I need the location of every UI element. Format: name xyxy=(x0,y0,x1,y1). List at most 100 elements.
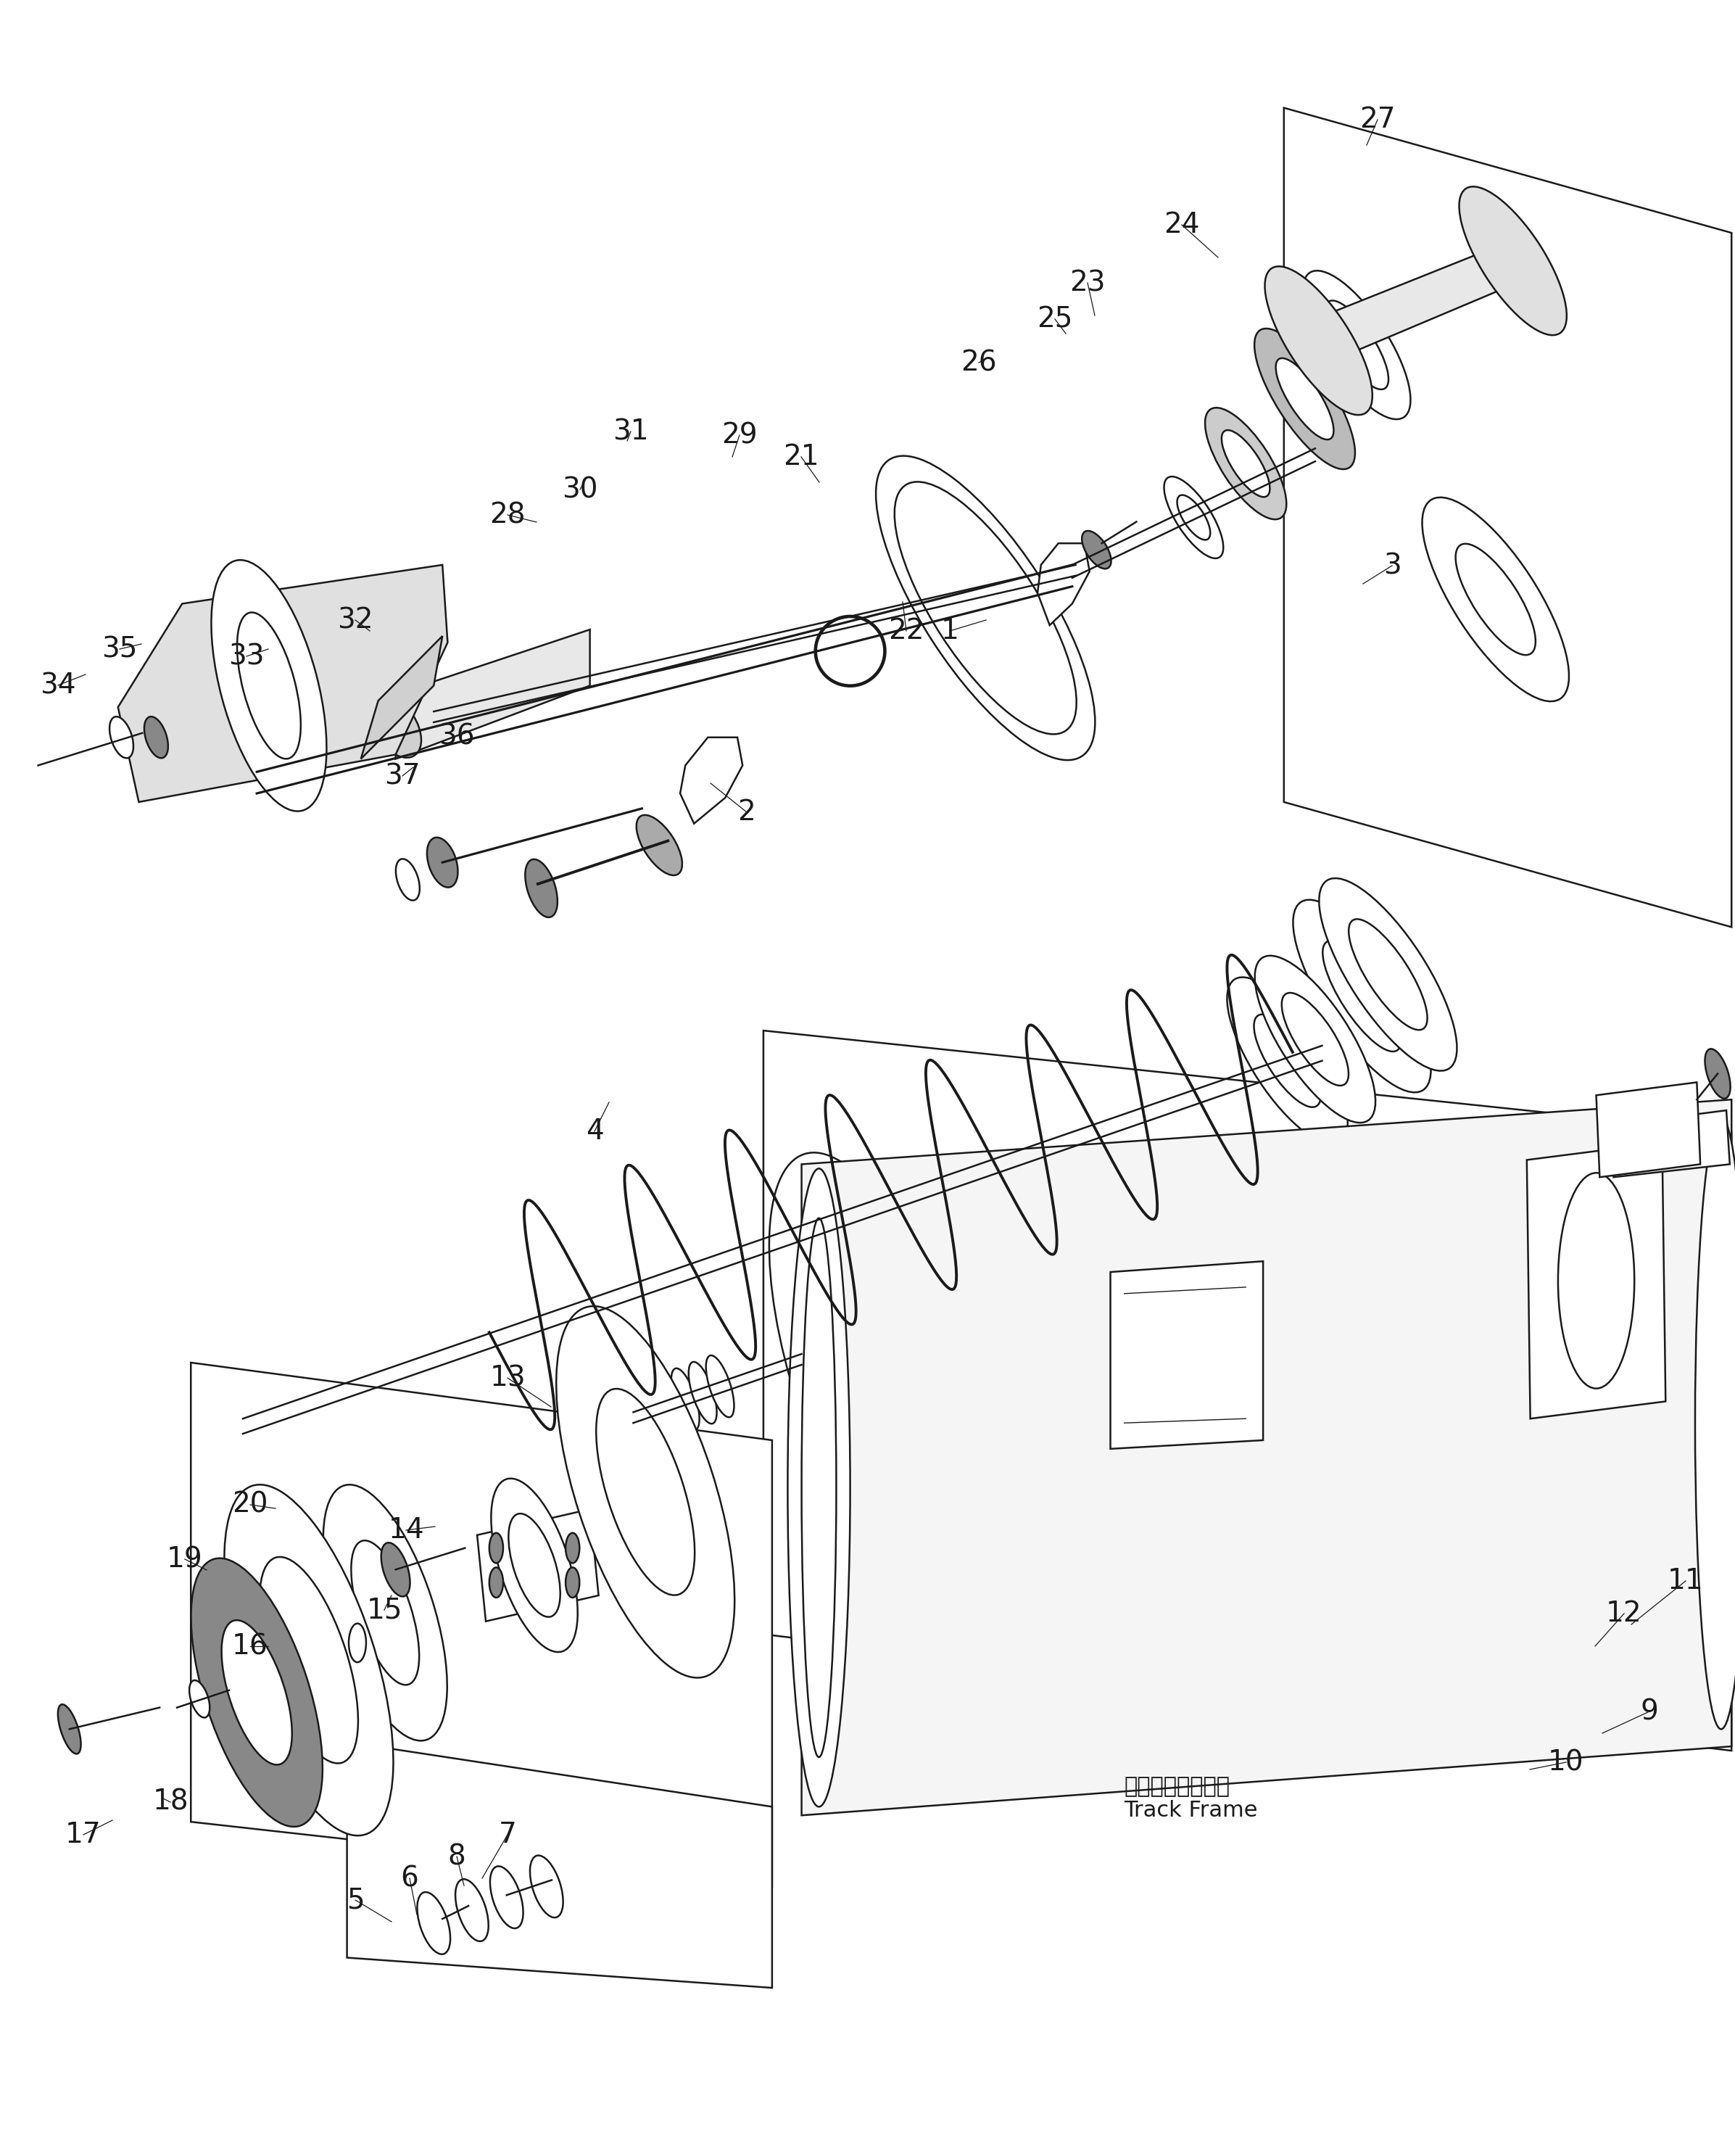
Ellipse shape xyxy=(788,1169,850,1807)
Text: 29: 29 xyxy=(722,420,758,448)
Ellipse shape xyxy=(189,1680,210,1718)
Ellipse shape xyxy=(689,1363,717,1423)
Ellipse shape xyxy=(802,1218,836,1757)
Ellipse shape xyxy=(323,1485,448,1740)
Ellipse shape xyxy=(1303,272,1411,418)
Ellipse shape xyxy=(597,1388,694,1595)
Ellipse shape xyxy=(489,1533,503,1563)
Ellipse shape xyxy=(1558,1173,1634,1388)
Text: 37: 37 xyxy=(385,763,420,789)
Text: 36: 36 xyxy=(439,722,475,750)
Ellipse shape xyxy=(1326,300,1388,390)
Ellipse shape xyxy=(1423,498,1568,701)
Text: 4: 4 xyxy=(585,1117,604,1145)
Ellipse shape xyxy=(109,716,134,759)
Ellipse shape xyxy=(637,1382,665,1442)
Ellipse shape xyxy=(1083,530,1110,569)
Ellipse shape xyxy=(224,1485,394,1835)
Ellipse shape xyxy=(769,1153,984,1598)
Polygon shape xyxy=(1038,543,1090,625)
Ellipse shape xyxy=(260,1557,357,1764)
Text: 19: 19 xyxy=(167,1546,203,1574)
Ellipse shape xyxy=(57,1705,82,1753)
Text: 34: 34 xyxy=(40,671,76,699)
Text: 11: 11 xyxy=(1667,1567,1704,1595)
Ellipse shape xyxy=(895,481,1076,735)
Polygon shape xyxy=(361,636,442,759)
Ellipse shape xyxy=(925,524,1046,692)
Polygon shape xyxy=(1527,1143,1666,1419)
Ellipse shape xyxy=(1348,918,1428,1031)
Ellipse shape xyxy=(427,837,458,888)
Polygon shape xyxy=(1596,1082,1700,1177)
Ellipse shape xyxy=(1275,358,1334,440)
Ellipse shape xyxy=(455,1880,489,1940)
Text: 26: 26 xyxy=(961,349,998,377)
Ellipse shape xyxy=(637,815,682,875)
Text: 31: 31 xyxy=(612,418,649,446)
Ellipse shape xyxy=(238,612,300,759)
Ellipse shape xyxy=(416,1893,451,1953)
Text: 24: 24 xyxy=(1164,211,1199,239)
Ellipse shape xyxy=(1164,476,1223,558)
Polygon shape xyxy=(191,1363,772,1886)
Ellipse shape xyxy=(382,1544,409,1595)
Ellipse shape xyxy=(396,858,420,901)
Text: 32: 32 xyxy=(337,606,373,634)
Polygon shape xyxy=(1610,1110,1730,1177)
Ellipse shape xyxy=(1221,431,1270,496)
Text: 16: 16 xyxy=(232,1632,269,1660)
Text: トラックフレーム
Track Frame: トラックフレーム Track Frame xyxy=(1124,1777,1258,1822)
Text: 12: 12 xyxy=(1607,1600,1641,1628)
Text: 20: 20 xyxy=(232,1492,269,1518)
Ellipse shape xyxy=(1227,977,1348,1145)
Text: 7: 7 xyxy=(498,1822,517,1848)
Ellipse shape xyxy=(349,1623,366,1662)
Ellipse shape xyxy=(1319,877,1457,1072)
Ellipse shape xyxy=(144,716,168,759)
Ellipse shape xyxy=(654,1376,682,1436)
Text: 15: 15 xyxy=(366,1595,403,1623)
Text: 9: 9 xyxy=(1640,1697,1659,1725)
Text: 21: 21 xyxy=(782,444,819,470)
Polygon shape xyxy=(763,1031,1732,1751)
Polygon shape xyxy=(680,737,743,824)
Ellipse shape xyxy=(1459,188,1567,334)
Text: 33: 33 xyxy=(229,642,264,671)
Ellipse shape xyxy=(1254,1013,1320,1108)
Ellipse shape xyxy=(212,561,326,811)
Text: 6: 6 xyxy=(401,1865,418,1893)
Ellipse shape xyxy=(671,1369,699,1429)
Ellipse shape xyxy=(1695,1117,1735,1729)
Ellipse shape xyxy=(489,1567,503,1598)
Ellipse shape xyxy=(1254,955,1376,1123)
Polygon shape xyxy=(1284,108,1732,927)
Polygon shape xyxy=(802,1100,1732,1815)
Ellipse shape xyxy=(1254,328,1355,470)
Ellipse shape xyxy=(526,860,557,916)
Ellipse shape xyxy=(706,1356,734,1416)
Ellipse shape xyxy=(529,1856,564,1917)
Text: 2: 2 xyxy=(737,798,756,826)
Ellipse shape xyxy=(350,1542,420,1684)
Ellipse shape xyxy=(191,1559,323,1826)
Ellipse shape xyxy=(876,455,1095,761)
Ellipse shape xyxy=(566,1533,579,1563)
Text: 10: 10 xyxy=(1548,1749,1584,1777)
Ellipse shape xyxy=(489,1867,524,1927)
Polygon shape xyxy=(396,630,590,759)
Ellipse shape xyxy=(491,1479,578,1651)
Text: 28: 28 xyxy=(489,500,526,528)
Text: 1: 1 xyxy=(940,617,959,645)
Ellipse shape xyxy=(1706,1048,1730,1100)
Text: 17: 17 xyxy=(66,1822,101,1848)
Ellipse shape xyxy=(252,1623,269,1662)
Text: 30: 30 xyxy=(562,476,599,502)
Polygon shape xyxy=(477,1509,599,1621)
Ellipse shape xyxy=(1176,496,1211,539)
Text: 5: 5 xyxy=(347,1886,364,1915)
Text: 13: 13 xyxy=(489,1365,526,1391)
Text: 22: 22 xyxy=(888,617,925,645)
Text: 23: 23 xyxy=(1069,270,1105,298)
Ellipse shape xyxy=(1456,543,1535,655)
